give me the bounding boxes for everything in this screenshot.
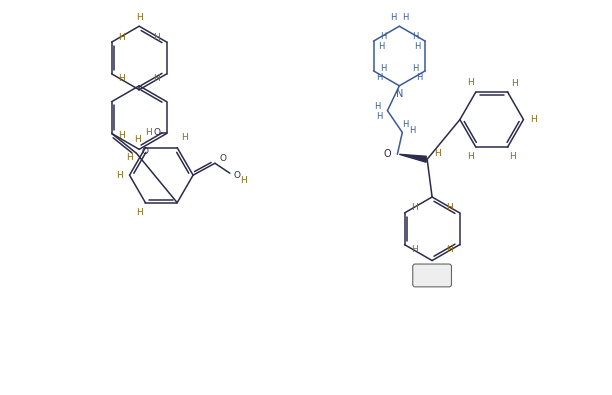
Text: H: H — [468, 77, 474, 87]
Text: H: H — [118, 33, 125, 41]
Text: H: H — [118, 131, 125, 140]
Text: H: H — [241, 176, 247, 184]
Polygon shape — [400, 154, 426, 162]
Text: H: H — [134, 135, 141, 144]
Text: H: H — [411, 245, 418, 254]
Text: H: H — [118, 74, 125, 83]
Text: O: O — [142, 147, 149, 156]
Text: H: H — [446, 245, 453, 254]
Text: H: H — [434, 149, 441, 158]
Text: H: H — [509, 152, 516, 162]
Text: H: H — [414, 41, 420, 51]
FancyBboxPatch shape — [412, 264, 452, 287]
Text: H: H — [390, 13, 397, 22]
Text: H: H — [380, 64, 387, 73]
Text: H: H — [376, 112, 382, 121]
Text: H: H — [416, 73, 422, 82]
Text: H: H — [376, 73, 382, 82]
Text: H: H — [511, 79, 518, 88]
Text: H: H — [126, 153, 133, 162]
Text: H: H — [412, 32, 419, 41]
Text: H: H — [378, 41, 385, 51]
Text: H: H — [446, 203, 453, 213]
Text: O: O — [153, 128, 160, 137]
Text: H: H — [375, 102, 381, 111]
Text: O: O — [219, 154, 226, 163]
Text: H: H — [380, 32, 387, 41]
Text: H: H — [154, 33, 160, 41]
Text: H: H — [411, 203, 418, 213]
Text: N: N — [395, 89, 403, 99]
Text: H: H — [116, 171, 123, 180]
Text: H: H — [146, 128, 152, 137]
Text: H: H — [468, 152, 474, 162]
Text: H: H — [136, 208, 143, 217]
Text: H: H — [402, 120, 408, 129]
Text: H: H — [136, 13, 143, 22]
Text: H: H — [154, 74, 160, 83]
Text: H: H — [530, 115, 537, 124]
Text: H: H — [412, 64, 419, 73]
Text: H: H — [402, 13, 408, 22]
Text: H: H — [181, 133, 187, 142]
Text: O: O — [233, 171, 241, 180]
Text: Abs: Abs — [424, 271, 440, 280]
Text: O: O — [384, 149, 391, 159]
Text: H: H — [409, 126, 416, 135]
